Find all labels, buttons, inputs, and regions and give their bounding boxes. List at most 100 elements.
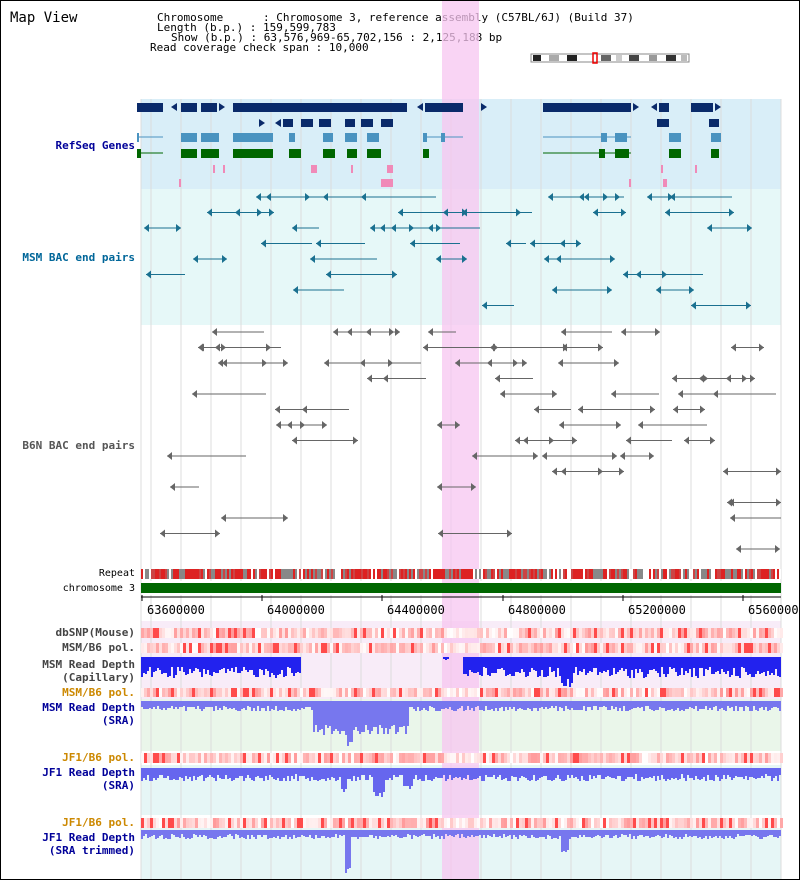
read-depth-bar: [603, 701, 605, 706]
read-depth-bar: [525, 768, 527, 778]
read-depth-bar: [661, 657, 663, 667]
polymorphism-cell: [258, 688, 261, 697]
bac-end-marker: [443, 208, 448, 217]
polymorphism-cell: [354, 753, 357, 763]
polymorphism-cell: [141, 628, 144, 638]
repeat-segment: [285, 569, 287, 579]
repeat-track[interactable]: [141, 569, 781, 579]
polymorphism-cell: [408, 628, 411, 638]
read-depth-bar: [261, 657, 263, 670]
msm-bac-features[interactable]: [144, 193, 752, 310]
read-depth-bar: [583, 768, 585, 780]
bac-end-marker: [269, 208, 274, 217]
dbsnp-label[interactable]: dbSNP(Mouse): [55, 626, 135, 639]
repeat-segment: [437, 569, 439, 579]
selected-region-highlight[interactable]: [442, 1, 479, 879]
read-depth-bar: [563, 830, 565, 851]
read-depth-bar: [339, 768, 341, 777]
read-depth-bar: [689, 768, 691, 778]
polymorphism-cell: [630, 688, 633, 697]
polymorphism-cell: [507, 818, 510, 828]
read-depth-bar: [503, 701, 505, 711]
polymorphism-cell: [216, 688, 219, 697]
jf1-depth-trim-label-1[interactable]: JF1 Read Depth: [42, 831, 135, 844]
polymorphism-cell: [408, 818, 411, 828]
polymorphism-cell: [150, 753, 153, 763]
msm-depth-cap-label-1[interactable]: MSM Read Depth: [42, 658, 135, 671]
read-depth-bar: [773, 768, 775, 778]
bac-end-marker: [428, 224, 433, 232]
read-depth-bar: [667, 701, 669, 710]
read-depth-bar: [409, 768, 411, 789]
read-depth-bar: [381, 830, 383, 837]
polymorphism-cell: [210, 628, 213, 638]
polymorphism-cell: [480, 753, 483, 763]
polymorphism-cell: [621, 688, 624, 697]
repeat-segment: [545, 569, 547, 579]
read-depth-bar: [499, 768, 501, 775]
polymorphism-cell: [534, 818, 537, 828]
msm-depth-sra-label-1[interactable]: MSM Read Depth: [42, 701, 135, 714]
read-depth-bar: [629, 768, 631, 777]
polymorphism-cell: [756, 688, 759, 697]
b6n-bac-features[interactable]: [160, 328, 781, 553]
read-depth-bar: [435, 768, 437, 777]
panel-title: Map View: [10, 10, 78, 26]
read-depth-bar: [429, 768, 431, 780]
repeat-segment: [737, 569, 739, 579]
polymorphism-cell: [240, 818, 243, 828]
chromosome-bar[interactable]: [141, 583, 781, 593]
polymorphism-cell: [618, 628, 621, 638]
read-depth-bar: [519, 701, 521, 708]
repeat-segment: [199, 569, 201, 579]
polymorphism-cell: [387, 643, 390, 653]
polymorphism-cell: [255, 753, 258, 763]
read-depth-bar: [349, 701, 351, 742]
chromosome-ideogram[interactable]: [530, 52, 690, 64]
msm-bac-label[interactable]: MSM BAC end pairs: [22, 251, 135, 264]
read-depth-bar: [657, 768, 659, 776]
jf1-depth-sra-label-1[interactable]: JF1 Read Depth: [42, 766, 135, 779]
read-depth-bar: [629, 701, 631, 710]
read-depth-bar: [561, 768, 563, 781]
bac-end-marker: [678, 390, 683, 398]
polymorphism-cell: [141, 818, 144, 828]
polymorphism-cell: [462, 753, 465, 763]
polymorphism-cell: [291, 688, 294, 697]
read-depth-bar: [679, 830, 681, 837]
repeat-segment: [603, 569, 605, 579]
refseq-label[interactable]: RefSeq Genes: [55, 139, 135, 152]
polymorphism-cell: [693, 643, 696, 653]
msm-b6-pol-label-1[interactable]: MSM/B6 pol.: [62, 641, 135, 654]
read-depth-bar: [299, 701, 301, 710]
read-depth-bar: [419, 701, 421, 711]
polymorphism-heat-tracks[interactable]: [141, 628, 783, 828]
b6n-bac-label[interactable]: B6N BAC end pairs: [22, 439, 135, 452]
jf1-b6-pol-label-1[interactable]: JF1/B6 pol.: [62, 751, 135, 764]
read-depth-bar: [393, 768, 395, 775]
polymorphism-cell: [720, 688, 723, 697]
repeat-segment: [343, 569, 345, 579]
read-depth-bar: [525, 830, 527, 836]
read-depth-bar: [495, 830, 497, 837]
polymorphism-cell: [339, 628, 342, 638]
polymorphism-cell: [579, 628, 582, 638]
polymorphism-cell: [702, 643, 705, 653]
read-depth-bar: [517, 657, 519, 672]
polymorphism-cell: [144, 688, 147, 697]
polymorphism-cell: [342, 688, 345, 697]
repeat-segment: [715, 569, 717, 579]
repeat-segment: [369, 569, 371, 579]
read-depth-bar: [279, 768, 281, 781]
msm-b6-pol-label-2[interactable]: MSM/B6 pol.: [62, 686, 135, 699]
read-depth-bar: [579, 768, 581, 781]
jf1-b6-pol-label-2[interactable]: JF1/B6 pol.: [62, 816, 135, 829]
bac-end-marker: [322, 421, 327, 429]
read-depth-bar: [263, 830, 265, 835]
polymorphism-cell: [249, 643, 252, 653]
polymorphism-cell: [537, 818, 540, 828]
read-depth-tracks[interactable]: [141, 657, 781, 873]
read-depth-bar: [555, 657, 557, 677]
refseq-features[interactable]: [137, 103, 721, 187]
